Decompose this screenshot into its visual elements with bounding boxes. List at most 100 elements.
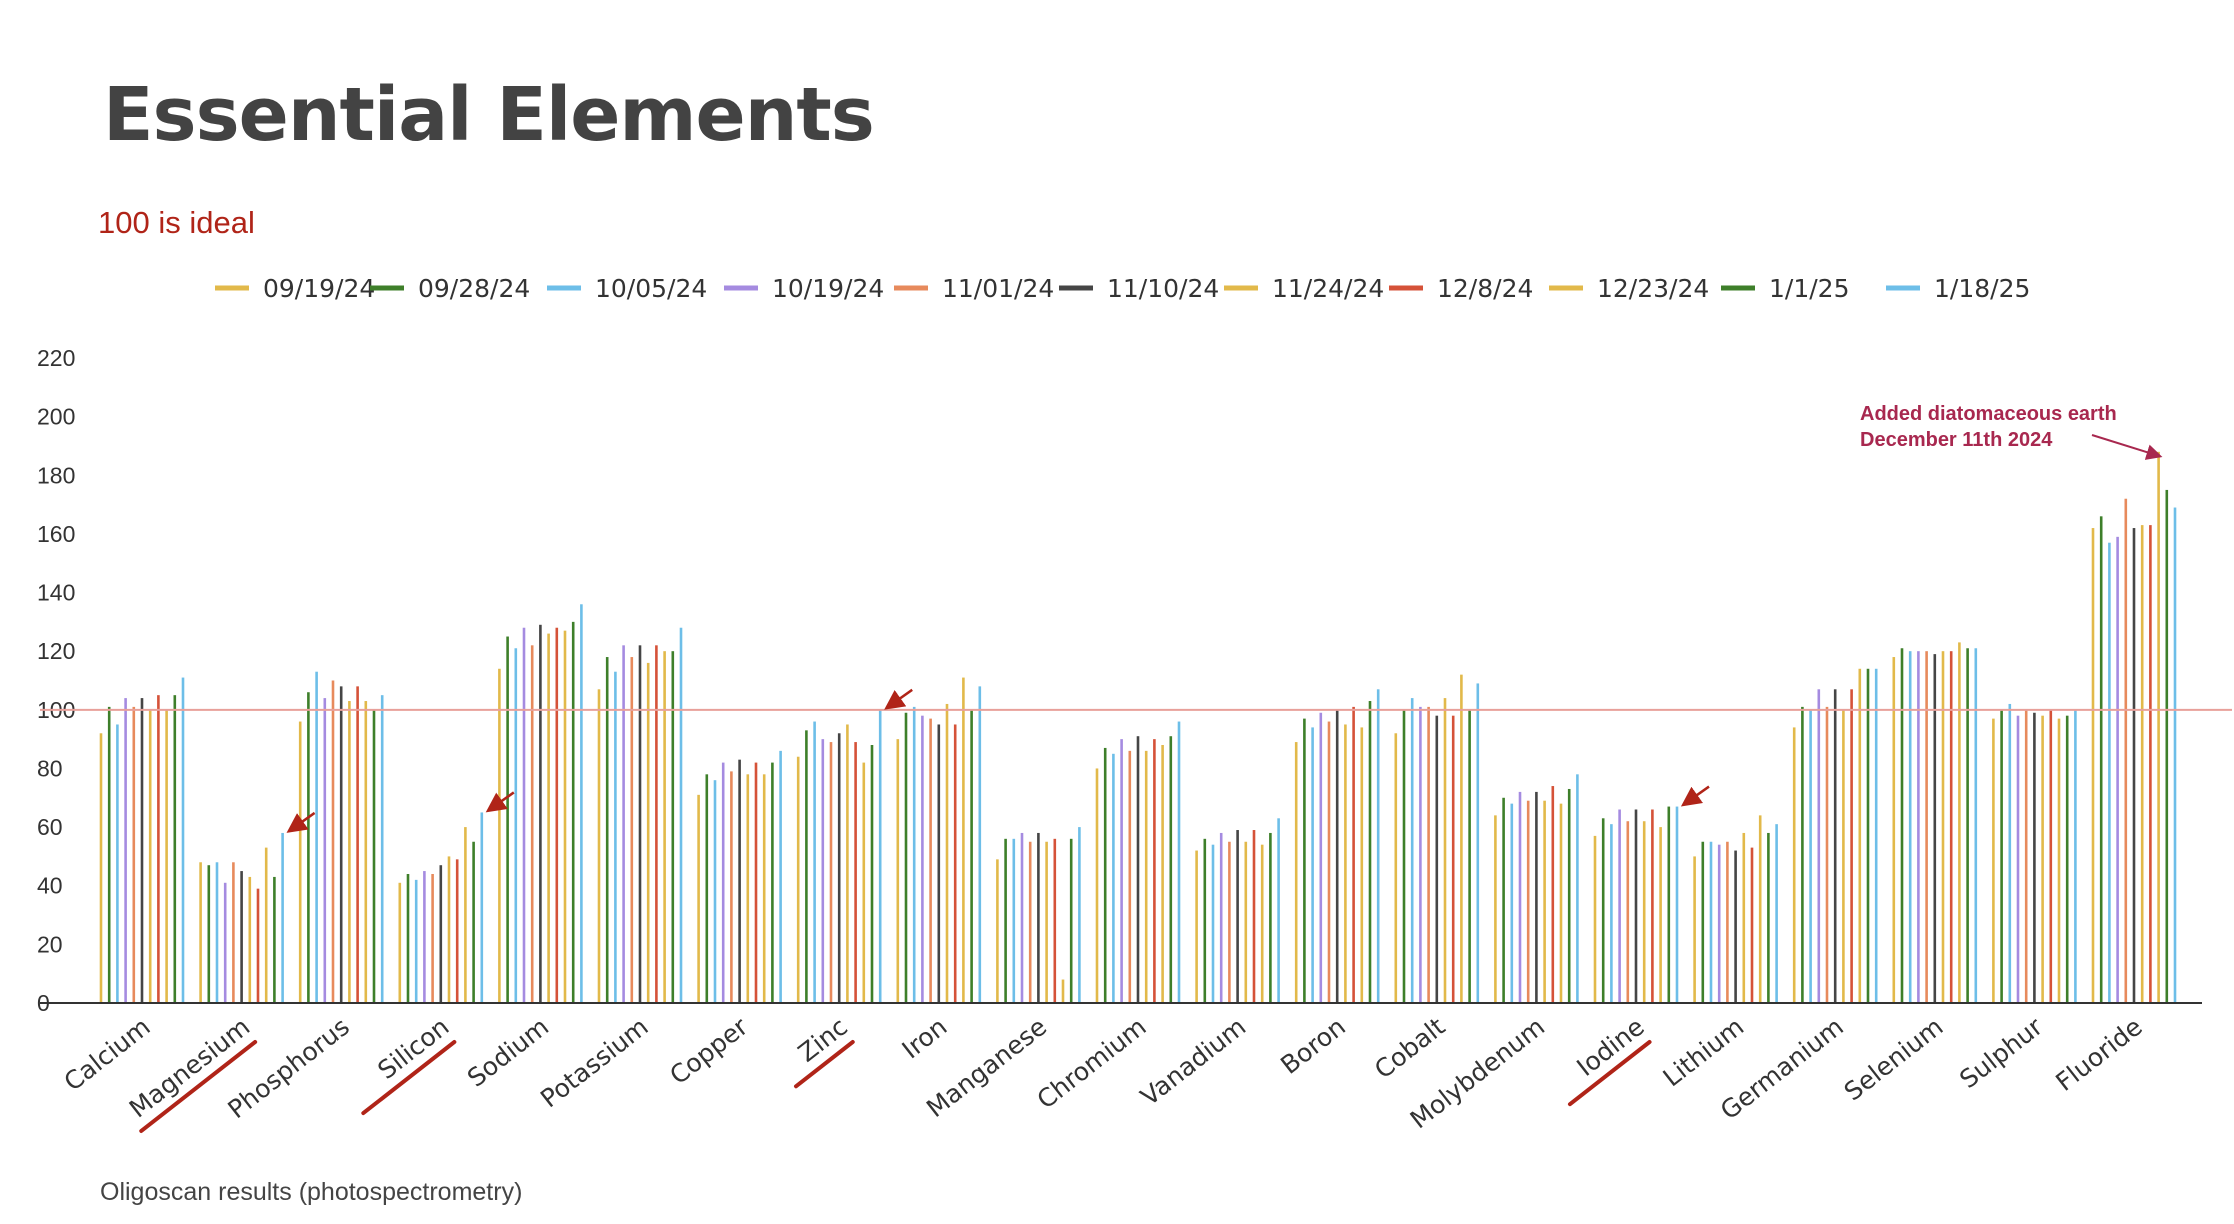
bar-molybdenum-09-19-24 (1494, 815, 1497, 1003)
category-label-potassium: Potassium (535, 1012, 654, 1114)
bar-potassium-12-23-24 (663, 651, 666, 1003)
bar-phosphorus-10-05-24 (315, 671, 318, 1003)
category-label-zinc: Zinc (793, 1012, 853, 1068)
bar-sulphur-09-28-24 (2000, 709, 2003, 1003)
bar-magnesium-10-19-24 (223, 882, 227, 1003)
bar-germanium-11-24-24 (1842, 709, 1845, 1003)
bar-vanadium-10-19-24 (1219, 832, 1223, 1003)
bar-cobalt-09-28-24 (1402, 709, 1406, 1003)
bar-selenium-11-24-24 (1941, 651, 1945, 1003)
arrow-marker-silicon (485, 791, 515, 813)
bar-boron-09-19-24 (1294, 742, 1298, 1003)
bar-boron-12-8-24 (1352, 706, 1355, 1003)
legend-label-1-18-25: 1/18/25 (1934, 274, 2030, 303)
bar-selenium-1-18-25 (1974, 648, 1978, 1003)
bar-phosphorus-11-24-24 (348, 701, 351, 1003)
bar-sulphur-10-19-24 (2016, 715, 2020, 1003)
bar-chromium-11-10-24 (1136, 736, 1140, 1003)
bar-vanadium-12-23-24 (1260, 844, 1264, 1003)
bar-manganese-1-1-25 (1069, 838, 1073, 1003)
bar-lithium-10-05-24 (1709, 841, 1713, 1003)
bar-vanadium-11-24-24 (1244, 841, 1248, 1003)
bar-chromium-10-05-24 (1112, 753, 1115, 1003)
bar-iodine-10-05-24 (1610, 824, 1613, 1003)
bar-boron-10-19-24 (1319, 712, 1323, 1003)
bar-germanium-09-19-24 (1792, 727, 1796, 1003)
bar-silicon-11-10-24 (439, 865, 443, 1003)
bar-zinc-11-24-24 (846, 724, 849, 1003)
bar-boron-10-05-24 (1311, 727, 1314, 1003)
bar-magnesium-12-23-24 (264, 847, 268, 1003)
bar-molybdenum-1-18-25 (1576, 774, 1579, 1003)
bar-copper-10-05-24 (713, 780, 717, 1003)
bar-iron-11-10-24 (937, 724, 941, 1003)
bar-cobalt-11-01-24 (1427, 706, 1430, 1003)
bar-iodine-12-8-24 (1651, 809, 1654, 1003)
bar-sodium-09-19-24 (498, 668, 501, 1003)
bar-silicon-09-28-24 (406, 874, 410, 1003)
bar-iron-10-05-24 (912, 706, 916, 1003)
bar-sodium-1-1-25 (571, 621, 575, 1003)
bar-magnesium-12-8-24 (256, 888, 260, 1003)
arrow-marker-iodine (1680, 785, 1710, 807)
y-tick-label-140: 140 (37, 580, 75, 606)
bar-molybdenum-10-19-24 (1518, 791, 1522, 1003)
bar-potassium-11-10-24 (638, 645, 642, 1003)
bar-lithium-1-1-25 (1767, 832, 1770, 1003)
bar-calcium-1-18-25 (181, 677, 185, 1003)
bar-zinc-12-23-24 (862, 762, 866, 1003)
bar-manganese-12-8-24 (1053, 838, 1057, 1003)
bar-potassium-12-8-24 (655, 645, 658, 1003)
y-tick-label-40: 40 (37, 873, 63, 899)
legend-label-10-19-24: 10/19/24 (772, 274, 884, 303)
bar-zinc-12-8-24 (854, 742, 857, 1003)
bar-iodine-11-10-24 (1634, 809, 1638, 1003)
bar-iodine-09-28-24 (1601, 818, 1605, 1003)
bar-silicon-10-05-24 (414, 879, 418, 1003)
bar-selenium-11-01-24 (1925, 651, 1928, 1003)
bar-boron-12-23-24 (1360, 727, 1364, 1003)
bar-zinc-10-19-24 (821, 739, 825, 1003)
bar-potassium-09-19-24 (597, 689, 601, 1003)
bar-phosphorus-09-19-24 (298, 721, 302, 1003)
bar-cobalt-12-23-24 (1460, 674, 1463, 1003)
legend-label-12-8-24: 12/8/24 (1437, 274, 1533, 303)
bar-sulphur-11-24-24 (2041, 715, 2044, 1003)
bar-phosphorus-12-8-24 (356, 686, 359, 1003)
bar-fluoride-11-24-24 (2140, 525, 2144, 1003)
bar-sulphur-10-05-24 (2008, 703, 2012, 1003)
bar-boron-11-10-24 (1335, 709, 1339, 1003)
bar-boron-11-01-24 (1327, 721, 1331, 1003)
bar-boron-09-28-24 (1303, 718, 1306, 1003)
arrow-marker-zinc (884, 688, 913, 710)
bar-chromium-09-28-24 (1103, 747, 1107, 1003)
legend-label-10-05-24: 10/05/24 (595, 274, 707, 303)
bar-iodine-1-18-25 (1675, 806, 1679, 1003)
bar-silicon-12-23-24 (464, 827, 467, 1003)
bar-silicon-09-19-24 (398, 882, 402, 1003)
bar-sodium-09-28-24 (506, 636, 509, 1003)
bar-sulphur-12-23-24 (2057, 718, 2061, 1003)
bar-selenium-12-8-24 (1949, 651, 1953, 1003)
bar-iodine-11-01-24 (1626, 821, 1630, 1003)
category-label-copper: Copper (664, 1011, 753, 1090)
bar-molybdenum-1-1-25 (1567, 788, 1571, 1003)
bar-sodium-11-24-24 (547, 633, 550, 1003)
bar-silicon-12-8-24 (455, 859, 459, 1003)
bar-cobalt-11-10-24 (1435, 715, 1439, 1003)
bar-cobalt-09-19-24 (1394, 733, 1398, 1003)
bar-manganese-10-05-24 (1012, 838, 1016, 1003)
bar-iron-09-19-24 (896, 739, 900, 1003)
strike-iodine (1567, 1040, 1652, 1107)
bar-sodium-10-19-24 (522, 627, 526, 1003)
bar-manganese-1-18-25 (1078, 827, 1081, 1003)
bar-selenium-10-19-24 (1917, 651, 1920, 1003)
bar-calcium-12-8-24 (157, 695, 160, 1003)
bar-potassium-1-18-25 (679, 627, 683, 1003)
bar-zinc-1-18-25 (878, 709, 882, 1003)
bar-lithium-09-28-24 (1701, 841, 1705, 1003)
bar-zinc-1-1-25 (870, 745, 874, 1003)
category-label-selenium: Selenium (1839, 1012, 1949, 1107)
bar-lithium-11-10-24 (1734, 850, 1737, 1003)
bar-germanium-1-18-25 (1874, 668, 1878, 1003)
